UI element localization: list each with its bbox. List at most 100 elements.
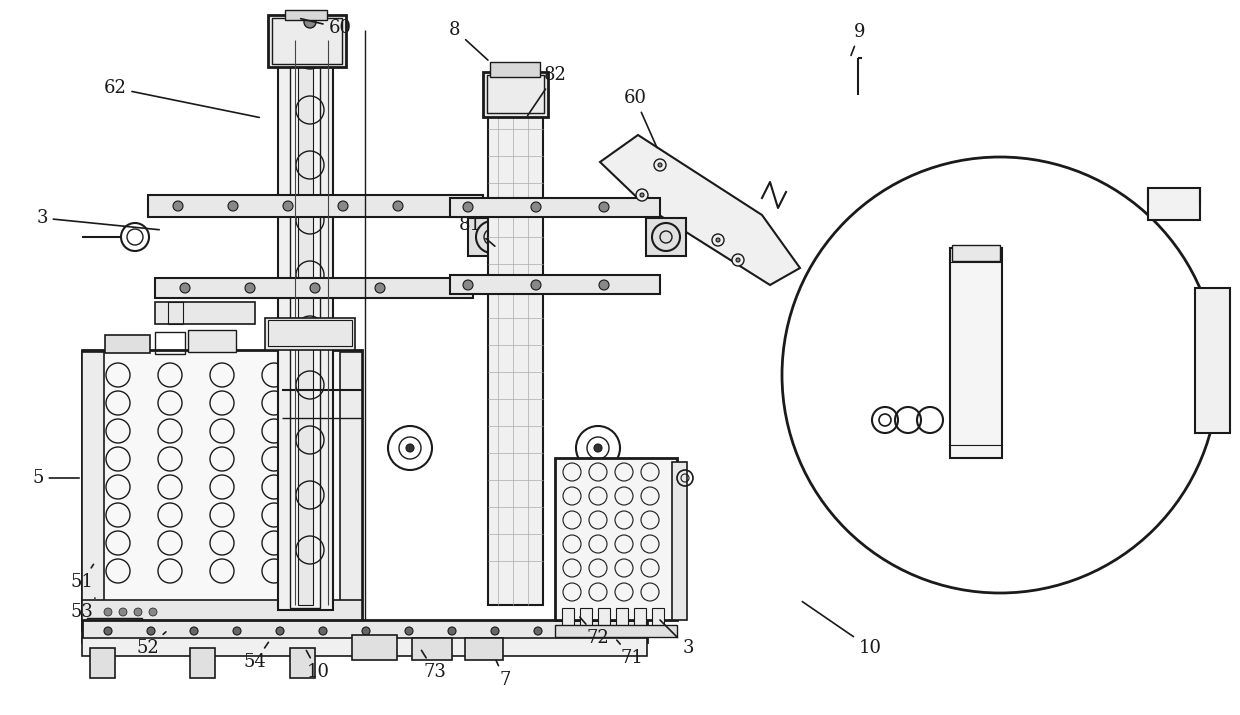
Bar <box>188 330 236 352</box>
Circle shape <box>640 193 644 197</box>
Bar <box>634 608 646 630</box>
Circle shape <box>246 283 255 293</box>
Circle shape <box>448 627 456 635</box>
Bar <box>556 458 677 620</box>
Bar <box>290 648 315 678</box>
Bar <box>562 608 574 630</box>
Bar <box>672 462 687 620</box>
Circle shape <box>594 444 601 452</box>
Text: 9: 9 <box>851 23 866 55</box>
Text: 82: 82 <box>527 66 567 116</box>
Bar <box>290 28 320 608</box>
Bar <box>190 648 215 678</box>
Text: 81: 81 <box>459 216 495 246</box>
Text: 52: 52 <box>136 632 166 657</box>
Circle shape <box>712 234 724 246</box>
Bar <box>82 600 362 630</box>
Circle shape <box>737 258 740 262</box>
Text: 71: 71 <box>616 640 644 667</box>
Circle shape <box>304 16 316 28</box>
Bar <box>465 638 503 660</box>
Bar <box>155 278 472 298</box>
Bar <box>1195 288 1230 433</box>
Circle shape <box>104 608 112 616</box>
Bar <box>467 218 516 256</box>
Bar <box>155 302 255 324</box>
Circle shape <box>283 201 293 211</box>
Text: 10: 10 <box>802 601 882 657</box>
Text: 73: 73 <box>422 651 446 681</box>
Bar <box>952 245 999 261</box>
Text: 62: 62 <box>104 79 259 117</box>
Circle shape <box>134 608 143 616</box>
Circle shape <box>277 627 284 635</box>
Text: 72: 72 <box>580 617 609 647</box>
Text: 51: 51 <box>71 564 93 591</box>
Bar <box>265 318 355 350</box>
Circle shape <box>310 283 320 293</box>
Bar <box>616 608 627 630</box>
Text: 60: 60 <box>301 19 351 37</box>
Bar <box>155 332 185 354</box>
Circle shape <box>393 201 403 211</box>
Bar <box>268 15 346 67</box>
Circle shape <box>374 283 384 293</box>
Bar <box>148 195 484 217</box>
Circle shape <box>636 189 649 201</box>
Bar <box>91 648 115 678</box>
Circle shape <box>599 280 609 290</box>
Circle shape <box>715 238 720 242</box>
Circle shape <box>599 202 609 212</box>
Bar <box>268 320 352 346</box>
Bar <box>298 30 312 605</box>
Circle shape <box>119 608 126 616</box>
Bar <box>412 638 453 660</box>
Circle shape <box>228 201 238 211</box>
Circle shape <box>658 163 662 167</box>
Circle shape <box>463 202 472 212</box>
Bar <box>1148 188 1200 220</box>
Bar <box>278 25 334 610</box>
Text: 8: 8 <box>449 21 489 60</box>
Bar <box>82 350 362 630</box>
Bar <box>484 72 548 117</box>
Circle shape <box>531 280 541 290</box>
Text: 3: 3 <box>36 209 159 230</box>
Bar <box>450 198 660 217</box>
Text: 54: 54 <box>243 642 268 671</box>
Bar <box>167 302 184 324</box>
Circle shape <box>405 627 413 635</box>
Bar <box>272 18 342 64</box>
Bar <box>646 218 686 256</box>
Circle shape <box>149 608 157 616</box>
Circle shape <box>180 283 190 293</box>
Circle shape <box>190 627 198 635</box>
Circle shape <box>653 159 666 171</box>
Circle shape <box>577 627 585 635</box>
Circle shape <box>534 627 542 635</box>
Text: 10: 10 <box>306 651 330 681</box>
Circle shape <box>148 627 155 635</box>
Text: 3: 3 <box>660 620 693 657</box>
Circle shape <box>362 627 370 635</box>
Bar <box>556 625 677 637</box>
Bar <box>487 75 544 113</box>
Bar <box>82 620 647 642</box>
Bar <box>87 618 143 632</box>
Bar <box>450 275 660 294</box>
Circle shape <box>489 234 495 240</box>
Text: 53: 53 <box>71 598 95 621</box>
Bar <box>82 638 647 656</box>
Text: 60: 60 <box>624 89 657 147</box>
Circle shape <box>174 201 184 211</box>
Bar <box>489 95 543 605</box>
Circle shape <box>405 444 414 452</box>
Bar <box>285 10 327 20</box>
Bar <box>340 352 362 630</box>
Circle shape <box>732 254 744 266</box>
Bar <box>490 62 539 77</box>
Bar <box>598 608 610 630</box>
Bar <box>652 608 663 630</box>
Text: 7: 7 <box>496 661 511 689</box>
Circle shape <box>531 202 541 212</box>
